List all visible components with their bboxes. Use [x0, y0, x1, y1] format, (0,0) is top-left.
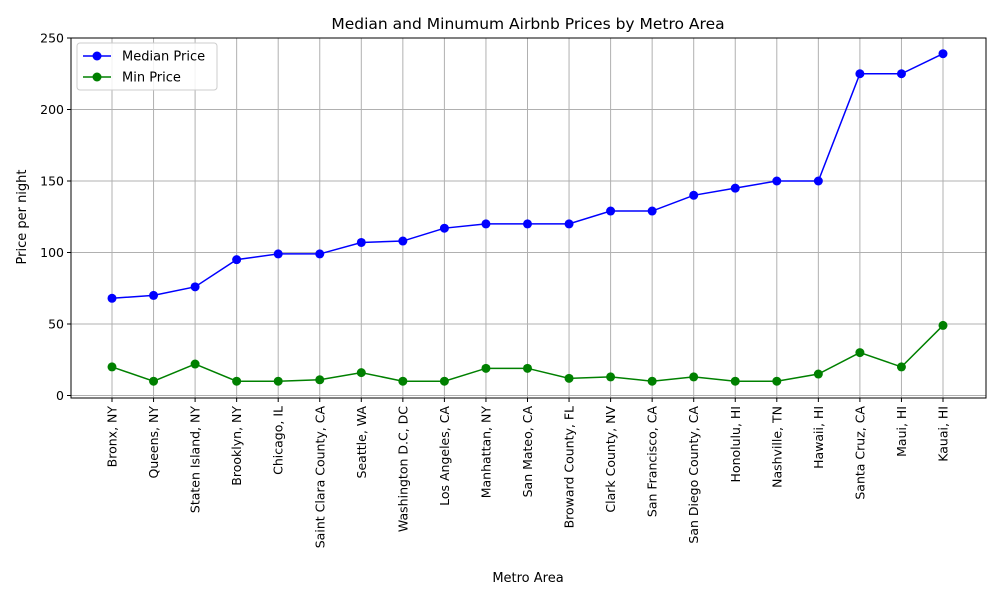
y-axis-label: Price per night	[15, 169, 30, 264]
data-point	[523, 363, 532, 373]
x-tick-label: Chicago, IL	[271, 406, 286, 475]
x-tick-label: San Mateo, CA	[520, 406, 535, 498]
data-point	[855, 348, 865, 358]
x-tick-label: Maui, HI	[894, 406, 909, 457]
data-point	[439, 376, 449, 386]
grid	[71, 37, 986, 398]
plot-frame	[70, 37, 987, 399]
legend: Median Price Min Price	[76, 42, 218, 91]
data-point	[730, 376, 740, 386]
data-point	[938, 320, 948, 330]
legend-box	[76, 42, 218, 91]
y-tick-label: 200	[40, 102, 64, 117]
data-point	[813, 176, 823, 186]
data-point	[606, 372, 616, 382]
y-tick-label: 50	[48, 317, 64, 332]
data-point	[107, 293, 117, 303]
legend-item: Median Price	[83, 50, 205, 65]
data-point	[896, 362, 906, 372]
x-tick-label: Kauai, HI	[936, 406, 951, 462]
y-tick-label: 0	[56, 388, 64, 403]
data-point	[564, 219, 574, 229]
data-point	[689, 372, 699, 382]
data-point	[149, 376, 159, 386]
legend-label: Min Price	[122, 71, 181, 86]
data-point	[439, 223, 449, 233]
data-point	[398, 236, 408, 246]
data-point	[938, 49, 948, 59]
y-tick-label: 100	[40, 245, 64, 260]
x-tick-label: Honolulu, HI	[728, 406, 743, 482]
legend-marker	[92, 51, 102, 61]
data-point	[232, 255, 242, 265]
data-point	[273, 249, 283, 259]
data-point	[190, 282, 200, 292]
x-tick-label: Seattle, WA	[354, 406, 369, 479]
series	[107, 49, 948, 386]
legend-marker	[92, 72, 102, 82]
x-tick-label: Nashville, TN	[769, 406, 784, 488]
x-tick-label: Staten Island, NY	[188, 406, 203, 513]
data-point	[772, 176, 782, 186]
data-point	[273, 376, 283, 386]
data-point	[523, 219, 532, 229]
data-point	[481, 219, 491, 229]
y-tick-label: 250	[40, 31, 64, 46]
x-tick-label: Clark County, NV	[603, 406, 618, 513]
chart-title: Median and Minumum Airbnb Prices by Metr…	[331, 15, 724, 33]
legend-item: Min Price	[83, 71, 181, 86]
data-point	[315, 249, 325, 259]
legend-label: Median Price	[122, 50, 205, 65]
data-point	[481, 363, 491, 373]
x-axis: Bronx, NY Queens, NY Staten Island, NY Broo…	[105, 398, 951, 548]
x-tick-label: Queens, NY	[146, 406, 161, 479]
data-point	[813, 369, 823, 379]
x-tick-label: San Francisco, CA	[645, 406, 660, 518]
x-tick-label: Bronx, NY	[105, 406, 120, 468]
data-point	[689, 190, 699, 200]
series-median-price	[107, 49, 948, 303]
data-point	[356, 368, 366, 378]
x-tick-label: San Diego County, CA	[686, 406, 701, 544]
data-point	[190, 359, 200, 369]
x-tick-label: Santa Cruz, CA	[852, 406, 867, 500]
data-point	[730, 183, 740, 193]
x-tick-label: Los Angeles, CA	[437, 406, 452, 506]
y-tick-label: 150	[40, 174, 64, 189]
series-min-price	[107, 320, 948, 386]
y-axis: 0 50 100 150 200 250	[40, 31, 71, 403]
x-tick-label: Manhattan, NY	[478, 406, 493, 499]
data-point	[606, 206, 616, 216]
x-tick-label: Washington D.C, DC	[395, 406, 410, 532]
x-tick-label: Hawaii, HI	[811, 406, 826, 469]
data-point	[356, 237, 366, 247]
x-axis-label: Metro Area	[492, 571, 563, 586]
data-point	[896, 69, 906, 79]
data-point	[772, 376, 782, 386]
x-tick-label: Brooklyn, NY	[229, 406, 244, 486]
data-point	[107, 362, 117, 372]
data-point	[564, 373, 574, 383]
x-tick-label: Broward County, FL	[562, 406, 577, 528]
data-point	[855, 69, 865, 79]
data-point	[647, 376, 657, 386]
data-point	[232, 376, 242, 386]
data-point	[149, 290, 159, 300]
data-point	[398, 376, 408, 386]
x-tick-label: Saint Clara County, CA	[312, 406, 327, 549]
data-point	[315, 375, 325, 385]
data-point	[647, 206, 657, 216]
